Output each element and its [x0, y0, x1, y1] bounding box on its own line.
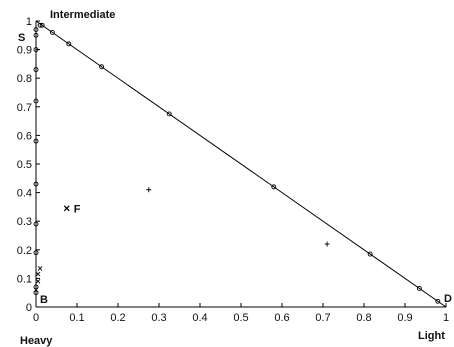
x-axis-label: Light — [418, 330, 445, 342]
y-tick-label: 0.5 — [17, 159, 32, 171]
data-point-circle — [33, 284, 39, 290]
boundary-lines — [35, 20, 447, 308]
boundary-line-0 — [35, 20, 447, 308]
data-point-circle — [39, 22, 45, 28]
data-point-cross — [37, 266, 43, 271]
data-point-circle — [367, 251, 373, 257]
data-point-circle — [33, 47, 39, 53]
point-label-f: F — [74, 203, 81, 215]
x-tick-label: 1 — [443, 312, 449, 324]
y-tick-label: 0.3 — [17, 216, 32, 228]
data-point-circle — [33, 181, 39, 187]
corner-label-d: D — [444, 293, 452, 305]
x-tick-label: 0.4 — [192, 312, 207, 324]
x-tick-label: 0.5 — [233, 312, 248, 324]
data-point-circle — [33, 250, 39, 256]
data-point-circle — [271, 184, 277, 190]
data-point-cross — [35, 271, 41, 277]
y-tick-label: 0.6 — [17, 130, 32, 142]
data-point-circle — [33, 32, 39, 38]
x-tick-label: 0.9 — [397, 312, 412, 324]
data-point-circle — [99, 64, 105, 70]
x-tick-label: 0 — [33, 312, 39, 324]
corner-label-b: B — [40, 294, 48, 306]
corner-label-top: Intermediate — [50, 9, 115, 21]
data-point-circle — [33, 67, 39, 73]
x-tick-label: 0.8 — [356, 312, 371, 324]
data-point-circle — [33, 290, 39, 296]
y-tick-label: 0.8 — [17, 73, 32, 85]
data-point-cross — [33, 287, 39, 293]
data-point-circle — [33, 221, 39, 227]
data-point-plus — [324, 241, 330, 247]
data-point-cross — [35, 278, 41, 284]
y-tick-label: 0.2 — [17, 245, 32, 257]
x-ticks: 0 0.1 0.2 0.3 0.4 0.5 0.6 0.7 0.8 0.9 1 — [33, 303, 449, 324]
data-points: F — [33, 22, 441, 304]
y-tick-label: 0.1 — [17, 273, 32, 285]
data-point-plus — [146, 187, 152, 193]
y-axis-label: Heavy — [20, 335, 53, 347]
data-point-x — [63, 205, 70, 212]
x-tick-label: 0.1 — [69, 312, 84, 324]
data-point-circle — [166, 111, 172, 117]
data-point-circle — [49, 29, 55, 35]
data-point-circle — [416, 285, 422, 291]
x-tick-label: 0.6 — [274, 312, 289, 324]
y-tick-label: 0.4 — [17, 188, 32, 200]
y-tick-label: 0 — [26, 302, 32, 314]
data-point-circle — [37, 22, 43, 28]
corner-label-s: S — [18, 32, 25, 44]
y-tick-label: 0.9 — [17, 45, 32, 57]
data-point-circle — [33, 27, 39, 33]
data-point-circle — [33, 138, 39, 144]
x-tick-label: 0.2 — [110, 312, 125, 324]
y-tick-label: 1 — [26, 16, 32, 28]
data-point-circle — [66, 41, 72, 47]
x-tick-label: 0.3 — [151, 312, 166, 324]
x-tick-label: 0.7 — [315, 312, 330, 324]
data-point-circle — [435, 298, 441, 304]
y-ticks: 0 0.1 0.2 0.3 0.4 0.5 0.6 0.7 0.8 0.9 1 — [17, 16, 40, 314]
data-point-circle — [33, 98, 39, 104]
y-tick-label: 0.7 — [17, 102, 32, 114]
